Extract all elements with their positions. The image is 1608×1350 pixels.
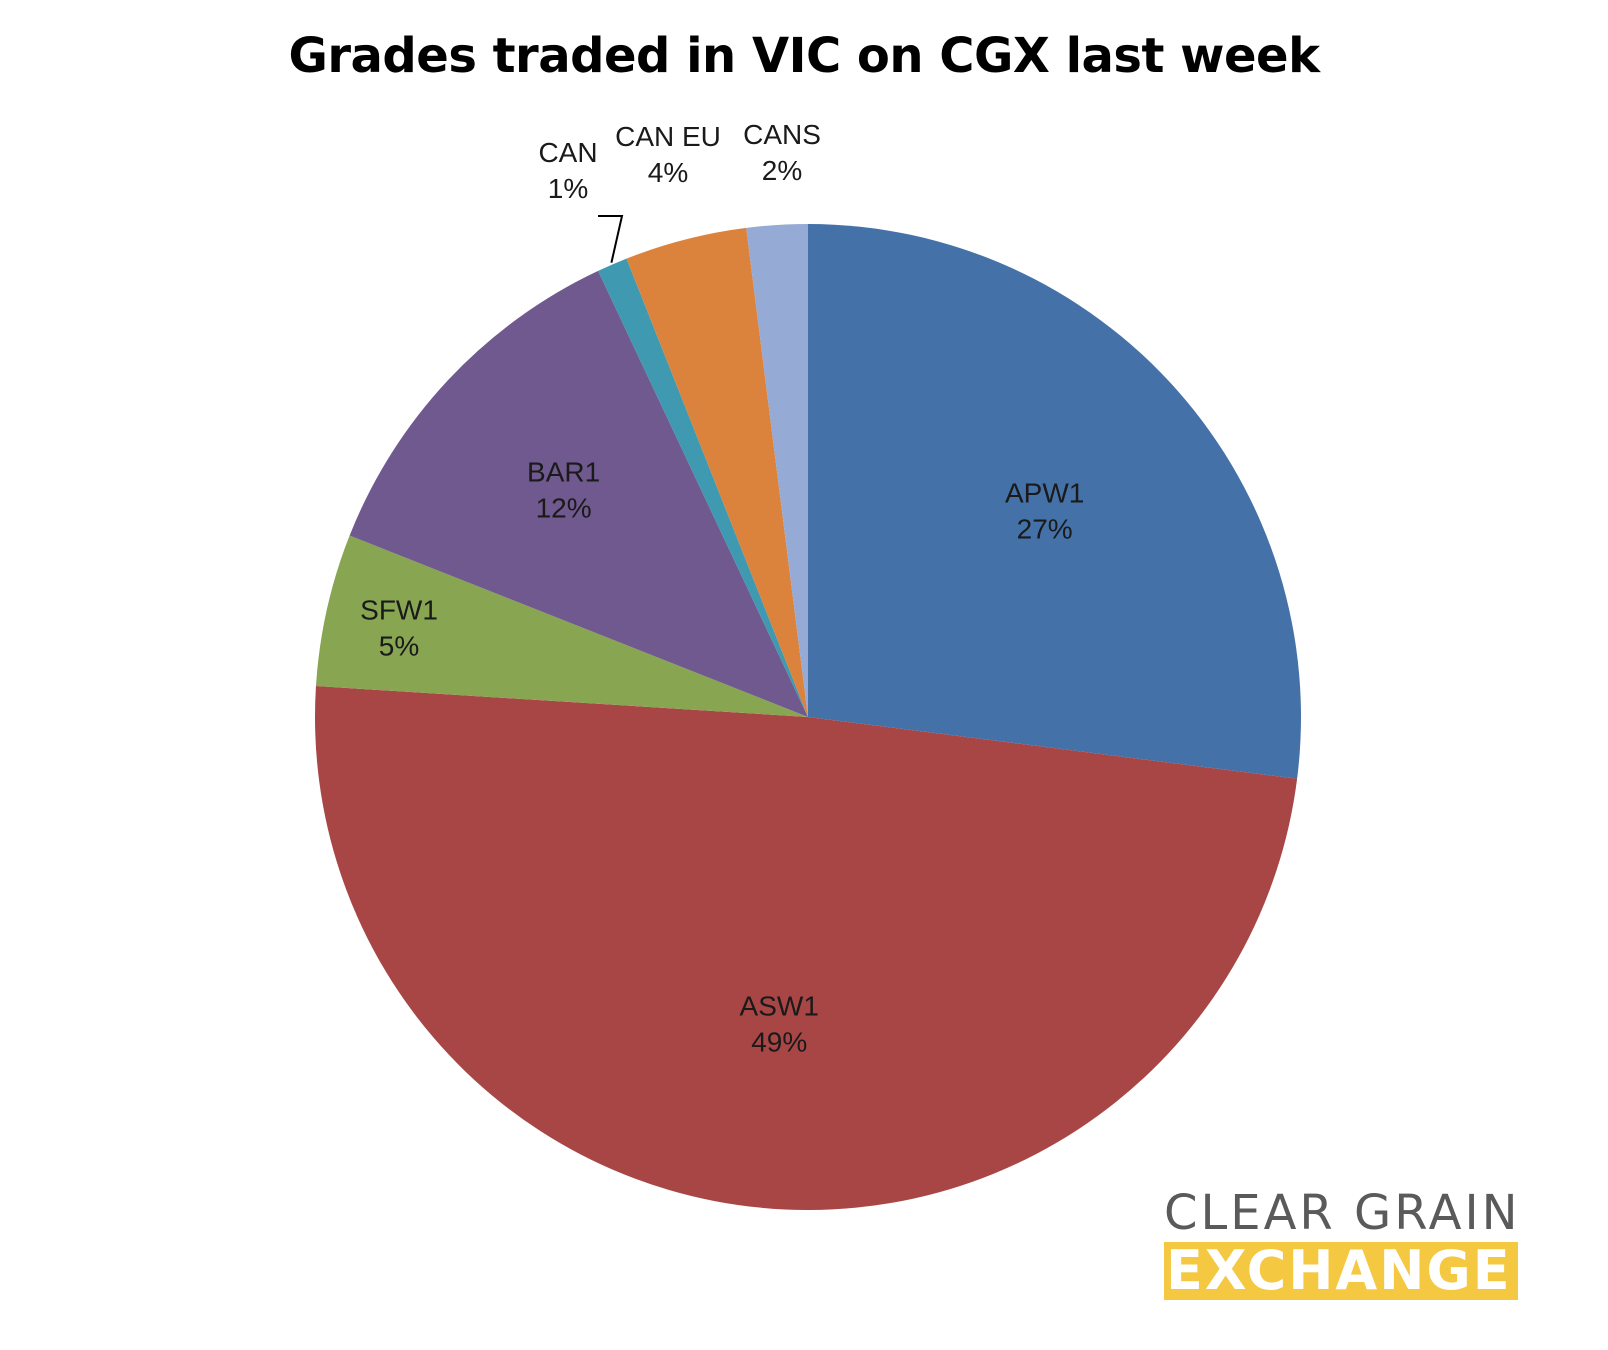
chart-title: Grades traded in VIC on CGX last week bbox=[288, 28, 1320, 84]
slice-label-can: CAN bbox=[538, 137, 597, 168]
slice-value-bar1: 12% bbox=[536, 493, 592, 524]
leader-line-can bbox=[598, 215, 624, 263]
slice-label-can-eu: CAN EU bbox=[615, 121, 721, 152]
slice-label-asw1: ASW1 bbox=[740, 990, 819, 1021]
slice-value-can: 1% bbox=[548, 173, 588, 204]
pie-slice-can-eu bbox=[626, 227, 808, 717]
slice-label-bar1: BAR1 bbox=[527, 457, 600, 488]
logo-line-2: EXCHANGE bbox=[1164, 1242, 1518, 1300]
slice-value-cans: 2% bbox=[762, 155, 802, 186]
clear-grain-exchange-logo: CLEAR GRAIN EXCHANGE bbox=[1164, 1188, 1554, 1300]
pie-slices bbox=[315, 224, 1301, 1210]
pie-slice-asw1 bbox=[315, 686, 1298, 1210]
slice-label-apw1: APW1 bbox=[1005, 477, 1084, 508]
slice-label-cans: CANS bbox=[743, 119, 821, 150]
slice-value-can-eu: 4% bbox=[648, 157, 688, 188]
slice-value-apw1: 27% bbox=[1017, 513, 1073, 544]
pie-slice-cans bbox=[746, 224, 808, 717]
slice-labels: APW1 27% ASW1 49% SFW1 5% BAR1 12% CAN 1% CAN EU 4%… bbox=[360, 119, 1084, 1057]
pie-slice-sfw1 bbox=[315, 535, 808, 717]
slice-value-sfw1: 5% bbox=[379, 631, 419, 662]
leader-lines bbox=[598, 215, 624, 263]
logo-line-1: CLEAR GRAIN bbox=[1164, 1185, 1521, 1241]
slice-label-sfw1: SFW1 bbox=[360, 595, 438, 626]
pie-slice-apw1 bbox=[808, 224, 1301, 779]
pie-slice-bar1 bbox=[349, 270, 808, 717]
pie-slice-can bbox=[598, 258, 808, 717]
slice-value-asw1: 49% bbox=[751, 1026, 807, 1057]
